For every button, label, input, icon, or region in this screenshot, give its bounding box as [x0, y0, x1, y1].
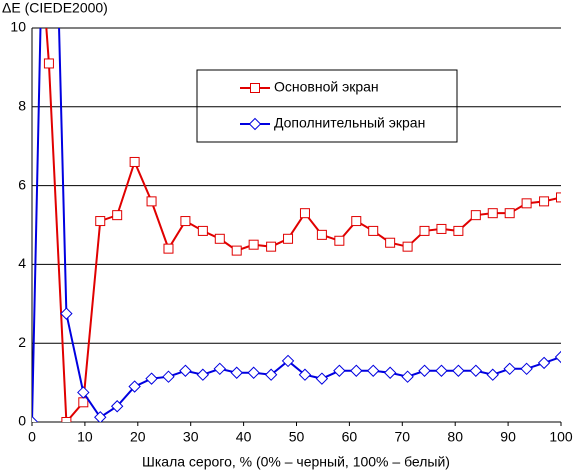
x-tick-label: 10 — [77, 429, 93, 445]
marker — [266, 241, 277, 252]
marker — [521, 198, 532, 209]
marker — [334, 235, 345, 246]
marker — [43, 58, 54, 69]
legend-marker — [248, 117, 262, 131]
marker — [129, 156, 140, 167]
marker — [94, 411, 107, 422]
marker — [283, 233, 294, 244]
series-line — [45, 28, 561, 422]
x-tick-label: 60 — [342, 429, 358, 445]
y-tick-label: 8 — [18, 98, 26, 114]
marker — [315, 372, 329, 385]
marker — [401, 370, 414, 383]
marker — [60, 307, 73, 320]
x-tick-label: 20 — [130, 429, 146, 445]
marker — [264, 368, 278, 381]
y-axis-label: ΔE (CIEDE2000) — [2, 0, 108, 16]
marker — [110, 400, 124, 413]
marker — [179, 364, 192, 377]
plot-area — [32, 28, 561, 422]
marker — [419, 225, 430, 236]
legend-label: Дополнительный экран — [274, 115, 425, 131]
marker — [435, 364, 448, 377]
marker — [503, 362, 516, 376]
x-tick-label: 50 — [289, 429, 305, 445]
legend-marker — [250, 83, 260, 93]
series-line — [32, 28, 561, 422]
marker — [333, 364, 346, 377]
marker — [537, 356, 551, 370]
marker — [163, 243, 174, 254]
marker — [351, 216, 362, 227]
y-tick-label: 4 — [18, 255, 26, 271]
y-tick-label: 6 — [18, 176, 26, 192]
marker — [146, 196, 157, 207]
marker — [145, 372, 158, 385]
marker — [247, 366, 260, 379]
marker — [197, 225, 208, 236]
marker — [298, 368, 312, 381]
marker — [95, 216, 106, 227]
marker — [383, 366, 397, 379]
marker — [470, 210, 481, 221]
marker — [230, 366, 243, 379]
marker — [180, 216, 191, 227]
marker — [78, 397, 89, 408]
marker — [469, 364, 483, 377]
marker — [554, 350, 561, 364]
marker — [213, 362, 227, 376]
marker — [520, 362, 533, 376]
marker — [248, 239, 259, 250]
x-tick-label: 0 — [28, 429, 36, 445]
y-tick-label: 2 — [18, 334, 26, 350]
y-tick-label: 0 — [18, 413, 26, 429]
legend-box — [196, 69, 458, 143]
x-tick-label: 100 — [549, 429, 573, 445]
marker — [504, 208, 515, 219]
x-tick-label: 40 — [236, 429, 252, 445]
marker — [486, 368, 499, 381]
marker — [402, 241, 413, 252]
marker — [196, 368, 210, 381]
marker — [112, 210, 123, 221]
marker — [231, 245, 242, 256]
marker — [281, 354, 295, 368]
marker — [539, 196, 550, 207]
marker — [436, 223, 447, 234]
x-tick-label: 30 — [183, 429, 199, 445]
marker — [162, 370, 175, 383]
marker — [61, 417, 72, 422]
marker — [299, 208, 310, 219]
marker — [385, 237, 396, 248]
marker — [316, 229, 327, 240]
marker — [487, 208, 498, 219]
marker — [452, 364, 465, 377]
x-tick-label: 70 — [395, 429, 411, 445]
marker — [366, 364, 380, 377]
marker — [128, 380, 141, 393]
legend-label: Основной экран — [274, 79, 379, 95]
marker — [77, 386, 90, 399]
marker — [350, 364, 363, 377]
marker — [32, 415, 39, 422]
marker — [418, 364, 431, 377]
marker — [556, 192, 561, 203]
marker — [368, 225, 379, 236]
x-tick-label: 90 — [500, 429, 516, 445]
x-axis-label: Шкала серого, % (0% – черный, 100% – бел… — [142, 454, 450, 470]
y-tick-label: 10 — [10, 19, 26, 35]
marker — [453, 225, 464, 236]
marker — [214, 233, 225, 244]
x-tick-label: 80 — [447, 429, 463, 445]
